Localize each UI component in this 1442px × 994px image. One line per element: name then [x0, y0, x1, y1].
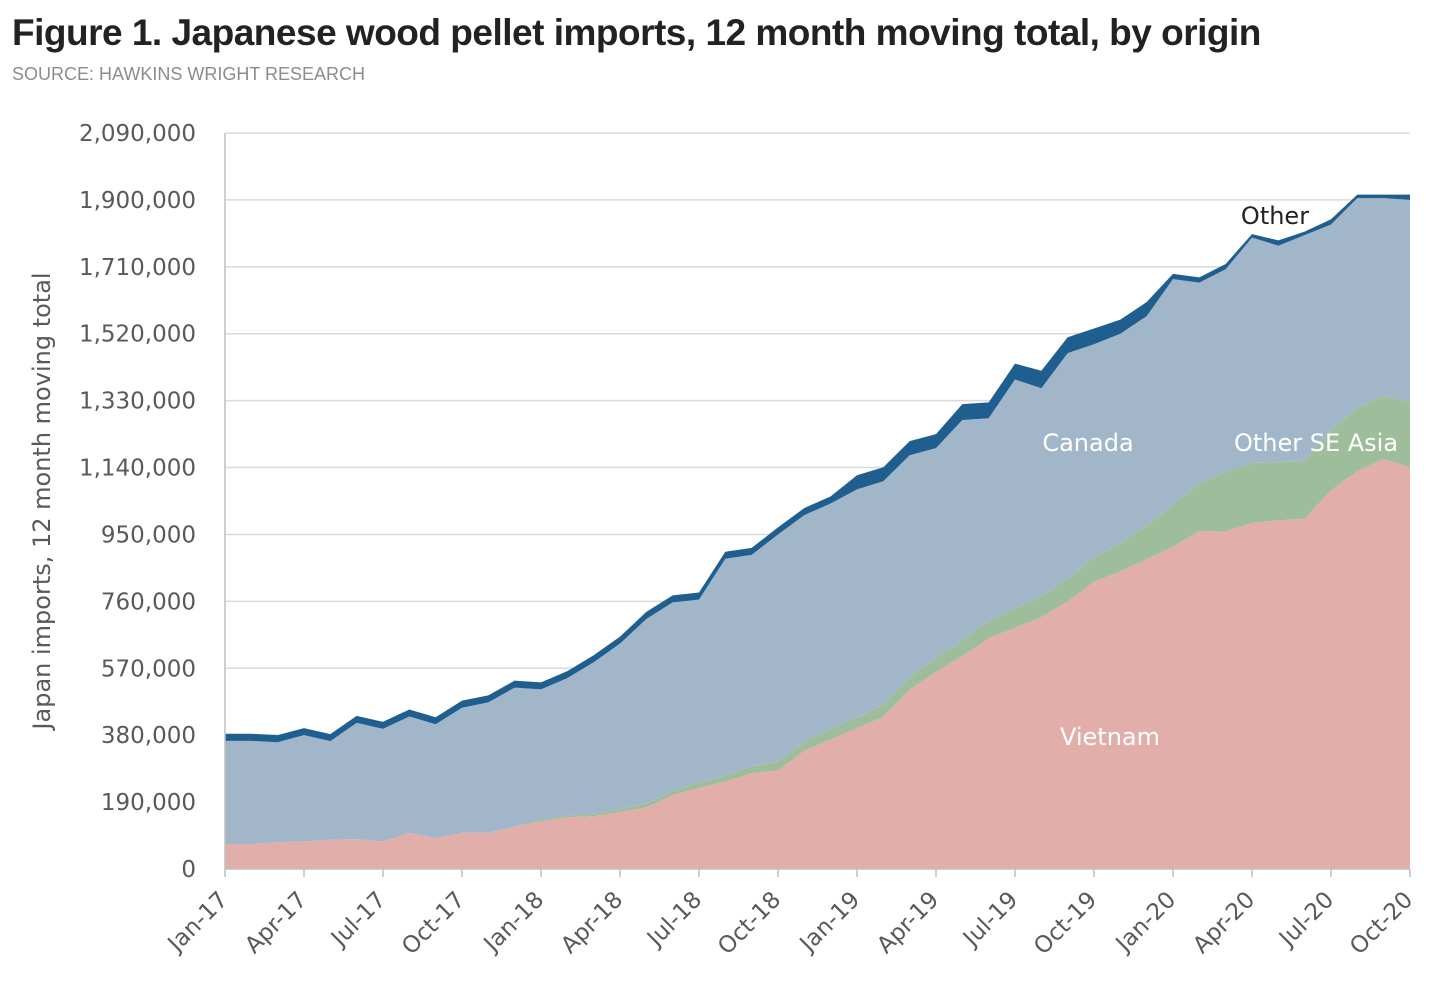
y-tick-label: 0	[181, 857, 196, 883]
y-tick-label: 950,000	[101, 522, 196, 548]
axes	[224, 133, 1410, 870]
y-tick-label: 1,140,000	[79, 456, 196, 482]
x-tick-label: Jul-20	[1273, 887, 1339, 953]
series-label-canada: Canada	[1042, 429, 1133, 457]
y-tick-label: 2,090,000	[79, 121, 196, 147]
chart-source: SOURCE: HAWKINS WRIGHT RESEARCH	[12, 64, 366, 84]
x-tick-label: Oct-18	[713, 887, 786, 960]
x-tick-label: Apr-19	[872, 887, 944, 959]
y-tick-labels: 0 190,000 380,000 570,000 760,000 950,000 1,14…	[79, 121, 196, 883]
area-canada	[225, 198, 1410, 844]
y-tick-label: 1,710,000	[79, 255, 196, 281]
x-tick-labels: Jan-17 Apr-17 Jul-17 Oct-17 Jan-18 Apr-18 Jul-…	[162, 869, 1418, 960]
y-axis-label: Japan imports, 12 month moving total	[28, 272, 56, 731]
y-tick-label: 190,000	[101, 790, 196, 816]
y-tick-label: 1,900,000	[79, 188, 196, 214]
y-tick-label: 760,000	[101, 589, 196, 615]
x-tick-label: Apr-18	[556, 887, 628, 959]
x-tick-label: Apr-17	[240, 887, 312, 959]
x-tick-label: Jan-18	[478, 887, 549, 958]
y-tick-label: 1,520,000	[79, 322, 196, 348]
x-tick-label: Jul-19	[957, 887, 1023, 953]
area-other	[225, 194, 1410, 743]
x-tick-label: Jul-18	[641, 887, 707, 953]
series-label-other: Other	[1241, 202, 1309, 230]
series-label-other-se-asia: Other SE Asia	[1234, 429, 1398, 457]
area-vietnam	[225, 458, 1410, 869]
x-tick-label: Apr-20	[1188, 887, 1260, 959]
x-tick-label: Jan-19	[794, 887, 865, 958]
x-tick-label: Oct-20	[1345, 887, 1418, 960]
series-label-vietnam: Vietnam	[1060, 723, 1160, 751]
x-tick-label: Jan-20	[1110, 887, 1181, 958]
x-tick-label: Jan-17	[162, 887, 233, 958]
stacked-areas	[225, 194, 1410, 869]
y-tick-label: 1,330,000	[79, 389, 196, 415]
x-tick-label: Oct-17	[397, 887, 470, 960]
chart-title: Figure 1. Japanese wood pellet imports, …	[12, 12, 1261, 53]
y-tick-label: 570,000	[101, 656, 196, 682]
y-tick-label: 380,000	[101, 723, 196, 749]
x-tick-label: Jul-17	[325, 887, 391, 953]
x-tick-label: Oct-19	[1029, 887, 1102, 960]
